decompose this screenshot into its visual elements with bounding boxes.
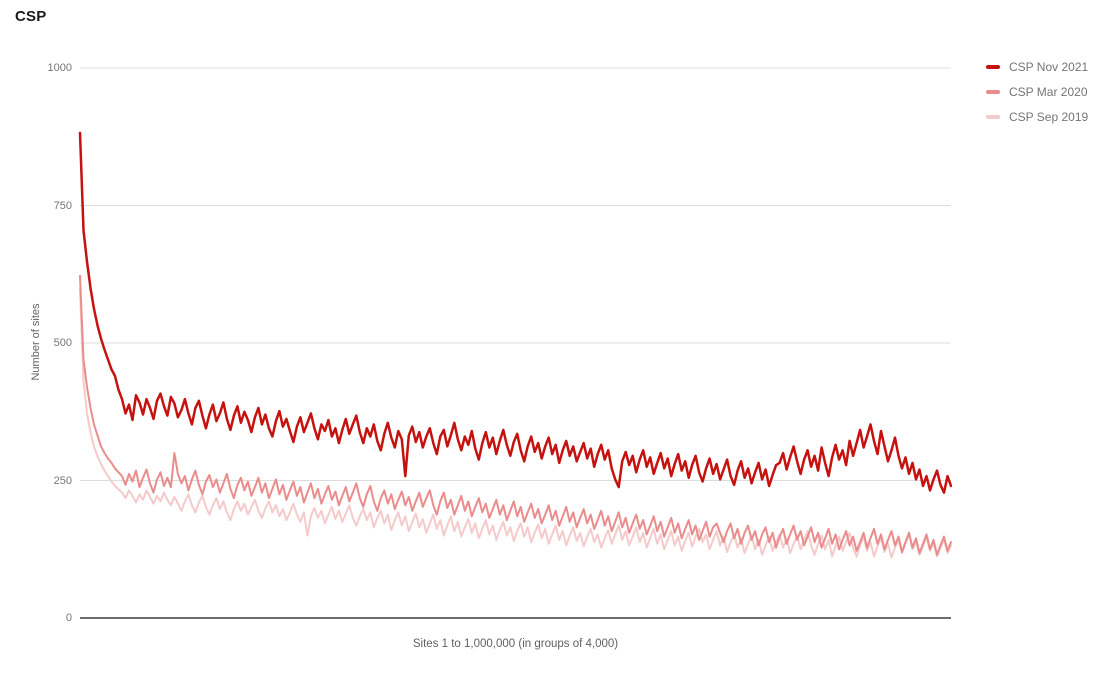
series-line-csp-mar-2020[interactable] (79, 274, 952, 556)
legend-item-mar-2020[interactable]: CSP Mar 2020 (986, 79, 1088, 104)
line-swatch-icon (986, 89, 1000, 94)
y-tick-label: 0 (65, 612, 72, 624)
y-tick-label: 250 (53, 474, 72, 487)
legend-label: CSP Sep 2019 (1009, 109, 1089, 124)
legend-label: CSP Nov 2021 (1009, 59, 1089, 74)
legend-item-nov-2021[interactable]: CSP Nov 2021 (986, 54, 1088, 79)
x-axis-title: Sites 1 to 1,000,000 (in groups of 4,000… (412, 638, 619, 650)
y-tick-label: 1000 (47, 62, 72, 74)
y-tick-label: 750 (53, 199, 72, 212)
line-swatch-icon (986, 114, 1000, 119)
series-line-csp-sep-2019[interactable] (79, 288, 952, 559)
chart-title: CSP (15, 8, 47, 25)
legend-item-sep-2019[interactable]: CSP Sep 2019 (986, 104, 1088, 129)
line-swatch-icon (986, 64, 1000, 69)
series-line-csp-nov-2021[interactable] (78, 131, 953, 494)
y-tick-label: 500 (53, 337, 72, 349)
y-axis-title: Number of sites (30, 303, 42, 381)
legend-label: CSP Mar 2020 (1009, 84, 1088, 99)
legend: CSP Nov 2021 CSP Mar 2020 CSP Sep 2019 (986, 54, 1088, 129)
